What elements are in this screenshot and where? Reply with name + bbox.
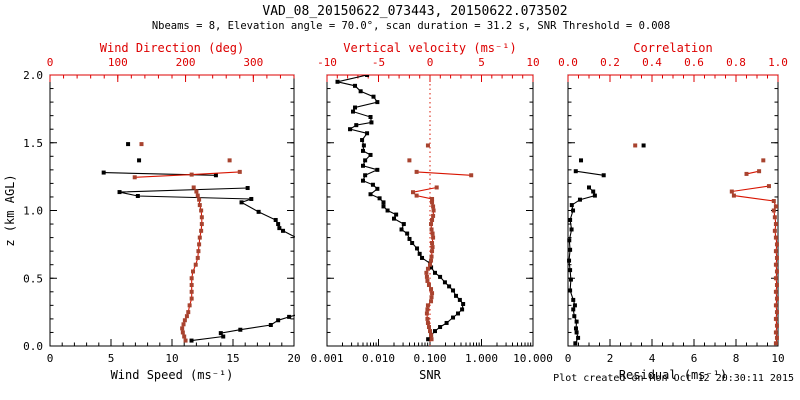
snr-top-axis-title: Vertical velocity (ms⁻¹): [343, 41, 516, 55]
x-tick-label: 0.010: [362, 352, 395, 365]
x-tick-label: 20: [287, 352, 300, 365]
y-tick-label: 1.5: [23, 137, 43, 150]
top-tick-label: 0.6: [684, 56, 704, 69]
series-residual-profile: [567, 143, 646, 346]
y-axis-title: z (km AGL): [3, 174, 17, 246]
top-tick-label: 5: [478, 56, 485, 69]
residual-top-axis-title: Correlation: [633, 41, 712, 55]
top-tick-label: 100: [108, 56, 128, 69]
x-tick-label: 2: [607, 352, 614, 365]
x-tick-label: 0.001: [310, 352, 343, 365]
top-tick-label: 10: [526, 56, 539, 69]
series-snr-profile: [335, 75, 466, 342]
x-tick-label: 0.100: [413, 352, 446, 365]
panel-residual: 0 2 4 6 8 10 Residual (ms⁻¹) 0.0 0.2 0.4 0.6 0.8 1.0…: [558, 41, 788, 382]
x-tick-label: 8: [733, 352, 740, 365]
wind-bottom-axis-title: Wind Speed (ms⁻¹): [111, 368, 234, 382]
top-tick-label: 0: [47, 56, 54, 69]
wind-top-axis-title: Wind Direction (deg): [100, 41, 245, 55]
snr-data: [335, 75, 474, 346]
x-tick-label: 10.000: [513, 352, 553, 365]
top-tick-label: 0.4: [642, 56, 662, 69]
x-tick-label: 5: [108, 352, 115, 365]
top-tick-label: 300: [243, 56, 263, 69]
top-tick-label: 200: [176, 56, 196, 69]
top-tick-label: -10: [317, 56, 337, 69]
snr-bottom-axis-title: SNR: [419, 368, 441, 382]
panel-snr: 0.001 0.010 0.100 1.000 10.000 SNR -10 -5 0 5 10 Ve…: [310, 41, 552, 382]
x-tick-label: 0: [565, 352, 572, 365]
series-vertical-velocity: [407, 143, 474, 342]
top-tick-label: 0: [427, 56, 434, 69]
x-tick-label: 10: [165, 352, 178, 365]
y-tick-label: 0.0: [23, 340, 43, 353]
x-tick-label: 10: [771, 352, 784, 365]
top-tick-label: -5: [372, 56, 385, 69]
chart-title: VAD_08_20150622_073443, 20150622.073502: [262, 4, 568, 19]
plot-created-timestamp: Plot created on Mon Oct 12 20:30:11 2015: [553, 373, 794, 384]
wind-data: [101, 142, 295, 343]
top-tick-label: 1.0: [768, 56, 788, 69]
series-wind-direction: [132, 142, 242, 343]
x-tick-label: 6: [691, 352, 698, 365]
residual-bottom-axis-title: Residual (ms⁻¹): [619, 368, 727, 382]
top-tick-label: 0.8: [726, 56, 746, 69]
top-tick-label: 0.0: [558, 56, 578, 69]
chart-subtitle: Nbeams = 8, Elevation angle = 70.0°, sca…: [151, 20, 671, 32]
x-tick-label: 0: [47, 352, 54, 365]
y-tick-label: 1.0: [23, 205, 43, 218]
series-wind-speed: [101, 142, 295, 343]
x-tick-label: 4: [649, 352, 656, 365]
x-tick-label: 15: [226, 352, 239, 365]
x-tick-label: 1.000: [465, 352, 498, 365]
y-tick-label: 0.5: [23, 272, 43, 285]
y-tick-label: 2.0: [23, 69, 43, 82]
series-correlation: [633, 143, 779, 346]
residual-data: [567, 143, 779, 346]
panel-wind: 0.0 0.5 1.0 1.5 2.0 0 5 10 15 20 Wind Speed (ms⁻¹)…: [23, 41, 301, 382]
residual-frame: [567, 74, 779, 347]
top-tick-label: 0.2: [600, 56, 620, 69]
